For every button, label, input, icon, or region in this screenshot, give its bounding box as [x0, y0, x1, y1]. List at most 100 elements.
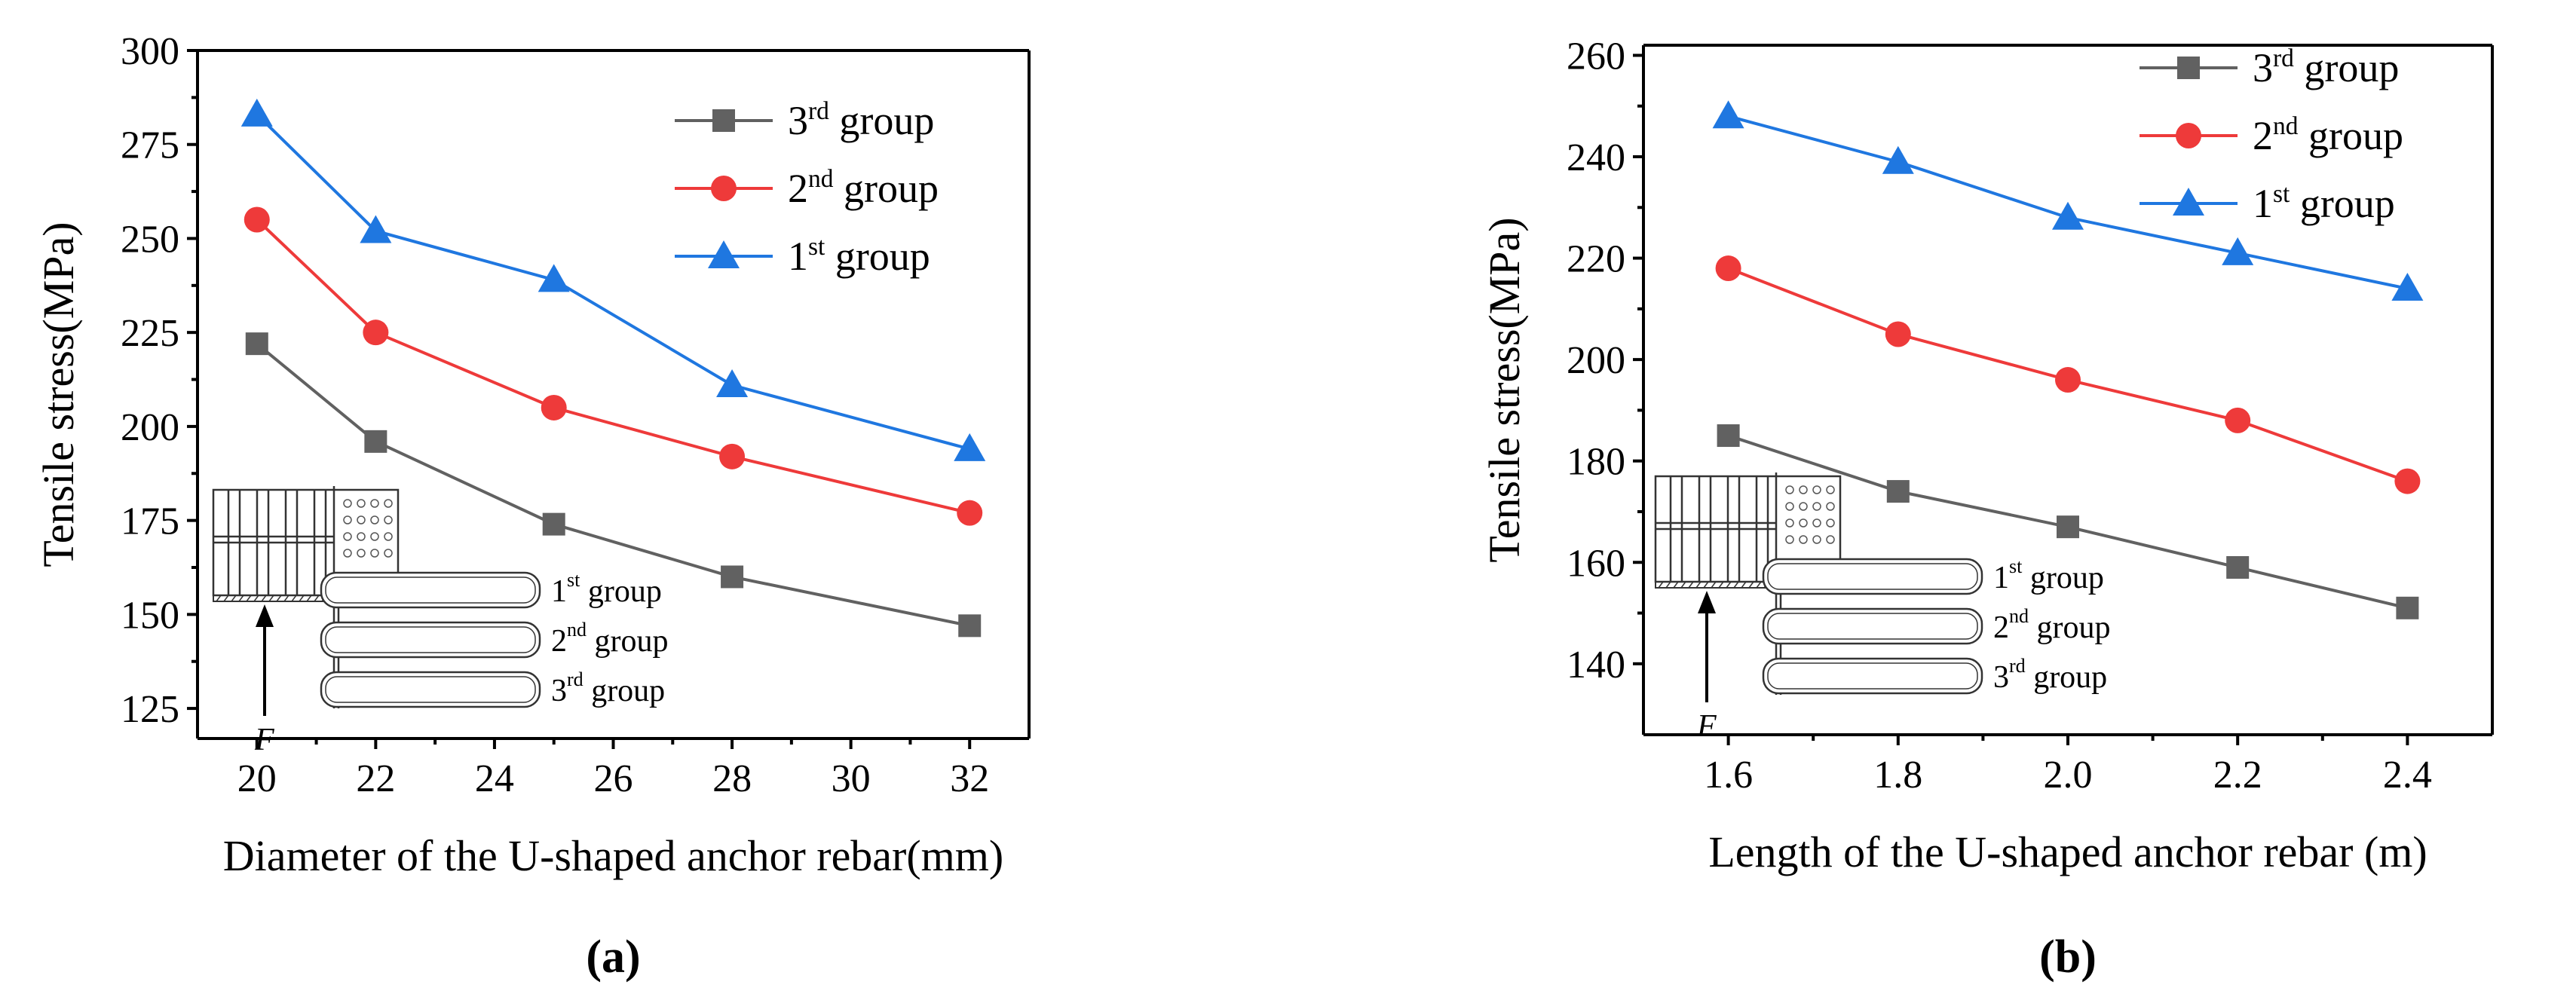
a-inset-loop-inner-1	[325, 576, 536, 604]
b-inset-hatch-8	[1718, 581, 1724, 589]
a-inset-dot	[384, 532, 393, 541]
a-inset-hatch-8	[276, 595, 282, 602]
a-data-point	[957, 500, 983, 526]
b-legend-label-sup: rd	[2273, 44, 2294, 72]
a-inset-hatch-1	[223, 595, 229, 602]
a-inset-hatch-11	[299, 595, 305, 602]
a-inset-group-label-3-sup: rd	[567, 668, 584, 690]
b-data-point	[2391, 272, 2424, 301]
a-series-triangle	[240, 98, 986, 461]
b-data-point	[2394, 468, 2421, 494]
a-legend-label: 1st group	[788, 233, 930, 279]
b-inset-group-label-1-sup: st	[2009, 555, 2023, 577]
a-x-tick-label: 20	[237, 757, 277, 800]
a-data-point	[542, 512, 565, 536]
b-inset-dot	[1812, 535, 1821, 544]
b-data-point	[1715, 255, 1741, 282]
b-inset-dot	[1785, 535, 1794, 544]
b-inset-group-label-3: 3rd group	[1993, 655, 2107, 695]
a-inset-loop-outer-3	[320, 671, 541, 708]
a-series-square	[245, 332, 982, 638]
b-inset-dot	[1785, 518, 1794, 528]
a-legend-marker	[712, 109, 735, 132]
b-x-tick-label: 2.2	[2213, 754, 2262, 797]
b-inset-group-label-2: 2nd group	[1993, 605, 2111, 645]
b-inset-group-label-3-base: 3	[1993, 660, 2009, 695]
b-legend-label-base: 1	[2253, 181, 2273, 226]
b-legend-label: 1st group	[2253, 180, 2395, 226]
b-inset-dot	[1826, 518, 1835, 528]
b-data-point	[1885, 321, 1911, 347]
a-inset-group-label-1-sup: st	[567, 569, 580, 591]
b-data-point	[1717, 424, 1740, 448]
b-force-arrow-head	[1698, 591, 1716, 613]
a-inset-dot	[343, 549, 352, 558]
a-data-point	[364, 430, 387, 453]
b-inset-dot	[1826, 502, 1835, 511]
b-data-point	[2055, 367, 2081, 393]
b-inset-dot	[1799, 485, 1808, 494]
a-inset-hatch-3	[238, 595, 244, 602]
b-inset-hatch-11	[1741, 581, 1747, 589]
b-inset-hatch-5	[1695, 581, 1702, 589]
b-data-point	[1886, 480, 1910, 503]
a-inset-hatch-9	[283, 595, 289, 602]
b-inset-dot	[1826, 485, 1835, 494]
b-series-square	[1717, 424, 2419, 619]
a-legend-label-sup: nd	[808, 165, 834, 193]
a-inset-dot	[357, 499, 366, 508]
b-series-triangle	[1712, 100, 2424, 301]
b-data-point	[2225, 407, 2251, 433]
b-inset-hatch-13	[1756, 581, 1762, 589]
a-y-tick-label: 150	[121, 594, 179, 637]
a-inset-group-label-3-rest: group	[584, 674, 666, 708]
a-inset-hatch-4	[246, 595, 252, 602]
b-y-tick-label: 160	[1567, 542, 1625, 585]
a-legend-label: 2nd group	[788, 165, 939, 211]
b-inset-hatch-4	[1688, 581, 1694, 589]
a-inset-dot	[370, 515, 379, 524]
b-inset-loop-outer-2	[1762, 607, 1983, 645]
b-legend-label: 2nd group	[2253, 112, 2403, 158]
b-data-point	[1882, 145, 1914, 174]
a-inset-dot	[357, 549, 366, 558]
a-y-axis-title: Tensile stress(MPa)	[34, 222, 83, 567]
b-inset-hatch-7	[1711, 581, 1717, 589]
b-x-axis-title: Length of the U-shaped anchor rebar (m)	[1708, 827, 2427, 876]
b-inset-group-label-1-rest: group	[2022, 561, 2104, 595]
b-data-point	[2057, 515, 2079, 539]
a-inset-group-label-2-rest: group	[587, 624, 669, 659]
a-x-tick-label: 26	[594, 757, 633, 800]
a-y-tick-label: 200	[121, 406, 179, 449]
a-data-point	[716, 369, 749, 398]
a-inset-group-label-1-rest: group	[580, 574, 662, 609]
b-inset-hatch-12	[1748, 581, 1754, 589]
b-inset-loop-inner-1	[1767, 563, 1978, 590]
b-inset-group-label-3-sup: rd	[2009, 655, 2026, 677]
a-series-line-1	[256, 113, 970, 451]
b-series-circle	[1715, 255, 2421, 494]
b-inset-dot	[1799, 535, 1808, 544]
a-x-tick-label: 30	[832, 757, 871, 800]
a-inset-dot	[343, 515, 352, 524]
a-force-arrow-head	[256, 604, 274, 627]
b-y-axis-title: Tensile stress(MPa)	[1480, 217, 1529, 562]
a-x-tick-label: 32	[950, 757, 989, 800]
panel-b-chart: 140 160 180 200 220 240 260 1.6 1.8 2.0 2.2 2.4 Leng…	[1480, 35, 2494, 983]
a-inset-dot	[357, 532, 366, 541]
a-inset-group-label-2: 2nd group	[551, 619, 669, 659]
a-data-point	[541, 394, 567, 420]
a-inset-dot	[370, 499, 379, 508]
b-data-point	[2052, 201, 2084, 230]
b-inset-dot	[1826, 535, 1835, 544]
a-inset-loop-outer-1	[320, 571, 541, 609]
b-legend-label-sup: st	[2273, 180, 2290, 208]
b-y-tick-label: 180	[1567, 441, 1625, 484]
a-data-point	[538, 264, 570, 292]
a-inset-loop-outer-2	[320, 621, 541, 659]
a-inset-dot	[343, 499, 352, 508]
a-y-tick-label: 225	[121, 312, 179, 355]
a-y-tick-label: 275	[121, 124, 179, 167]
a-data-point	[719, 443, 746, 469]
